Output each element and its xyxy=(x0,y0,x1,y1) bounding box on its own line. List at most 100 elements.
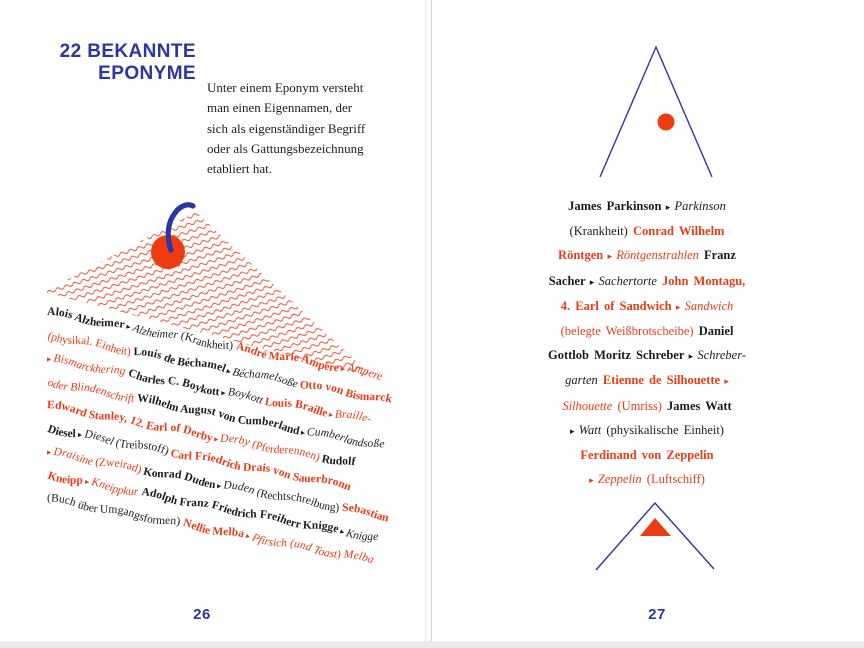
text-segment: Boykott xyxy=(226,385,266,407)
text-segment: Watt xyxy=(578,422,602,437)
text-segment: Schreber- xyxy=(697,348,746,363)
eponym-line: 4. Earl of Sandwich ▸ Sandwich xyxy=(432,294,862,319)
red-cherry-dot xyxy=(151,235,185,269)
page-gutter-line xyxy=(431,0,432,648)
chapter-title-line: 22 BEKANNTE xyxy=(59,41,196,62)
text-segment: ▸ xyxy=(720,376,729,387)
text-segment: Sandwich xyxy=(684,298,734,313)
text-segment: ▸ xyxy=(214,480,225,492)
text-segment: Franz xyxy=(704,248,736,263)
eponym-text-block: James Parkinson ▸ Parkinson (Krankheit) … xyxy=(432,194,862,492)
text-segment: James Watt xyxy=(667,398,732,413)
hatched-mound xyxy=(44,212,373,377)
text-segment: (Umriss) xyxy=(612,398,668,413)
open-triangle-outline xyxy=(599,45,713,178)
text-segment: Sebastian xyxy=(340,500,391,524)
text-segment: 4. Earl of Sandwich xyxy=(560,298,672,313)
eponym-line: James Parkinson ▸ Parkinson xyxy=(432,194,862,219)
text-segment: ▸ xyxy=(603,251,617,262)
intro-line: oder als Gattungsbezeichnung xyxy=(207,140,364,156)
text-segment: Sachertorte xyxy=(598,273,657,288)
text-segment: Ampere xyxy=(344,361,384,383)
text-segment: Cumberlandsoße xyxy=(305,424,387,454)
eponym-line: (Krankheit) Conrad Wilhelm xyxy=(432,219,862,243)
text-segment: Conrad Wilhelm xyxy=(632,224,725,239)
text-segment: Derby xyxy=(217,430,252,450)
text-segment: (Zweirad) xyxy=(91,453,146,478)
page-number-right: 27 xyxy=(648,606,666,623)
eponym-line: Ferdinand von Zeppelin xyxy=(432,443,862,467)
text-segment: Rudolf xyxy=(321,450,357,471)
text-segment: James Parkinson xyxy=(568,199,662,213)
cherry-stem xyxy=(165,202,196,253)
text-segment: Parkinson xyxy=(674,199,726,213)
text-segment: (Treibstoff) xyxy=(111,434,173,460)
intro-line: Unter einem Eponym versteht xyxy=(207,80,364,95)
page-number-left: 26 xyxy=(193,606,211,623)
text-segment: Diesel xyxy=(46,423,78,442)
text-segment: Braille- xyxy=(333,406,374,428)
text-segment: Daniel xyxy=(698,324,734,339)
triangle-figure-bottom xyxy=(595,501,715,571)
text-segment: Draisine xyxy=(51,445,95,468)
eponym-line: Gottlob Moritz Schreber ▸ Schreber- xyxy=(432,343,862,368)
text-segment: Sacher xyxy=(548,273,586,288)
intro-line: sich als eigenständiger Begriff xyxy=(207,120,366,136)
text-segment: ▸ xyxy=(326,409,336,420)
text-segment: ▸ xyxy=(123,321,134,332)
red-dot xyxy=(657,113,675,131)
page-gutter-line xyxy=(425,0,426,648)
intro-line: man einen Eigennamen, der xyxy=(207,100,353,116)
text-segment: ▸ xyxy=(661,202,675,212)
text-segment: ▸ xyxy=(298,427,308,438)
text-segment: ▸ xyxy=(337,526,349,538)
red-triangle xyxy=(640,518,671,536)
text-segment: Silhouette xyxy=(562,398,613,413)
eponym-line: (belegte Weißbrotscheibe) Daniel xyxy=(432,319,862,343)
text-segment: Duden xyxy=(220,478,257,498)
text-segment: Röntgen xyxy=(558,248,604,263)
eponym-line: ▸ Watt (physikalische Einheit) xyxy=(432,418,862,443)
text-segment: ▸ xyxy=(570,425,579,436)
text-segment: Nellie Melba xyxy=(181,517,246,544)
text-segment: Knigge xyxy=(343,525,380,546)
chevron-outline xyxy=(595,501,715,571)
text-segment: Diesel xyxy=(82,428,116,449)
text-segment: ▸ xyxy=(223,365,234,377)
text-segment: ▸ xyxy=(243,530,254,542)
text-segment: ▸ xyxy=(671,301,685,312)
chapter-title-line: EPONYME xyxy=(98,63,196,84)
text-segment: Zeppelin xyxy=(597,472,642,487)
intro-line: etabliert hat. xyxy=(207,161,272,177)
eponym-line: Röntgen ▸ Röntgenstrahlen Franz xyxy=(432,243,862,268)
text-segment: (physikalische Einheit) xyxy=(601,422,724,437)
page-bottom-edge xyxy=(0,641,864,648)
text-segment: ▸ xyxy=(45,447,54,458)
text-segment: Gottlob Moritz Schreber xyxy=(548,348,685,363)
text-segment: (Krankheit) xyxy=(569,224,633,239)
text-segment: ▸ xyxy=(585,276,599,287)
text-segment: ▸ xyxy=(74,429,86,441)
chapter-intro: Unter einem Eponym versteht man einen Ei… xyxy=(207,78,365,179)
text-segment: Béchamelsoße xyxy=(231,363,299,391)
text-segment: Kneipp xyxy=(46,468,85,489)
text-segment: Kneippkur xyxy=(89,476,142,501)
text-segment: ▸ xyxy=(211,433,222,444)
chapter-title: 22 BEKANNTE EPONYME xyxy=(30,41,196,85)
text-segment: John Montagu, xyxy=(662,273,746,288)
eponym-line: ▸ Zeppelin (Luftschiff) xyxy=(432,467,862,492)
text-segment: Ferdinand von Zeppelin xyxy=(580,448,714,463)
text-segment: garten xyxy=(565,373,603,388)
text-segment: Konrad Duden xyxy=(142,463,218,492)
text-segment: ▸ xyxy=(589,475,598,486)
text-segment: Louis Braille xyxy=(264,393,329,420)
text-segment: Etienne de Silhouette xyxy=(602,373,721,388)
eponym-line: Silhouette (Umriss) James Watt xyxy=(432,394,862,418)
eponym-line: Sacher ▸ Sachertorte John Montagu, xyxy=(432,269,862,294)
text-segment: ▸ xyxy=(45,354,54,365)
cherry-mound-illustration: Alois Alzheimer ▸ Alzheimer (Krankheit) … xyxy=(44,202,394,568)
eponym-line: garten Etienne de Silhouette ▸ xyxy=(432,368,862,393)
text-segment: (belegte Weißbrotscheibe) xyxy=(560,324,699,339)
text-segment: (Luftschiff) xyxy=(641,472,705,487)
